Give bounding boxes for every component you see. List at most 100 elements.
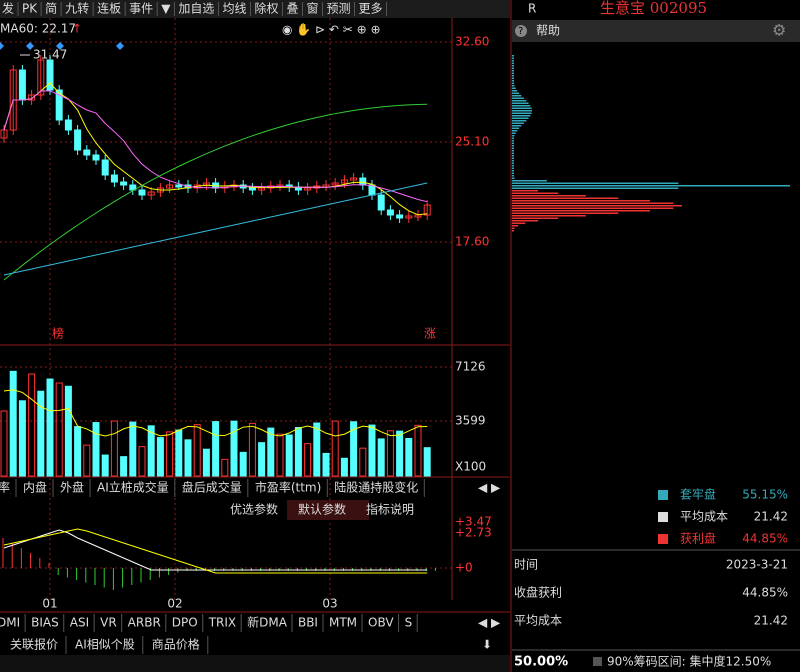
indicator-tab[interactable]: VR	[100, 616, 117, 630]
toolbar-button[interactable]: 事件	[129, 2, 153, 16]
volume-bar	[101, 454, 109, 477]
chip-bar	[512, 72, 514, 74]
bottom-tab[interactable]: AI相似个股	[75, 638, 135, 652]
toolbar-button[interactable]: 连板	[97, 1, 121, 16]
candle	[138, 189, 146, 196]
indicator-tab[interactable]: OBV	[368, 616, 394, 630]
toolbar-button[interactable]: 除权	[254, 1, 278, 16]
chip-bar	[512, 162, 514, 164]
volume-bar	[368, 424, 376, 477]
info-label: 平均成本	[514, 614, 562, 628]
volume-bar	[129, 421, 137, 477]
panel-r: R	[528, 2, 536, 16]
toolbar-button[interactable]: 预测	[327, 2, 351, 16]
chip-bar	[512, 95, 522, 97]
tab[interactable]: 内盘	[23, 480, 47, 495]
indicator-tab[interactable]: DPO	[172, 616, 198, 630]
indicator-tab[interactable]: MTM	[329, 616, 357, 630]
chip-bar	[512, 110, 532, 112]
help[interactable]: 帮助	[536, 24, 560, 38]
chip-bar	[512, 135, 515, 137]
chip-bar	[512, 102, 529, 104]
indicator-tab[interactable]: BBI	[298, 616, 318, 630]
bottom-tab[interactable]: 关联报价	[10, 637, 58, 652]
chip-bar	[512, 132, 516, 134]
range: 90%筹码区间: 集中度12.50%	[607, 654, 771, 669]
toolbar-button[interactable]: 发	[2, 1, 14, 16]
chip-bar	[512, 172, 514, 174]
legend-swatch	[658, 490, 668, 500]
toolbar-button[interactable]: 更多	[359, 2, 383, 16]
volume-label: X100	[455, 460, 486, 474]
tab[interactable]: 率	[0, 480, 10, 495]
toolbar-button[interactable]: 加自选	[178, 2, 214, 16]
tab[interactable]: 盘后成交量	[182, 480, 242, 495]
candle	[101, 159, 109, 176]
candle	[37, 59, 45, 96]
toolbar-button[interactable]: 窗	[306, 2, 318, 16]
candle	[396, 214, 404, 219]
scroll[interactable]: ◀ ▶	[478, 616, 501, 630]
chip-bar	[512, 190, 539, 192]
candle	[110, 174, 118, 183]
volume-bar	[184, 439, 192, 477]
indicator-tab[interactable]: BIAS	[31, 616, 59, 630]
volume-bar	[230, 420, 238, 477]
chip-bar	[512, 155, 514, 157]
ma-line	[3, 528, 428, 574]
chip-bar	[512, 65, 514, 67]
info-label: 收盘获利	[514, 585, 562, 600]
chip-bar	[512, 180, 547, 182]
chip-bar	[512, 192, 559, 194]
toolbar-button[interactable]: PK	[22, 2, 38, 16]
indicator-tab[interactable]: DMI	[0, 616, 20, 630]
candle	[175, 184, 183, 188]
tab[interactable]: 陆股通持股变化	[334, 480, 418, 495]
candle	[258, 187, 266, 191]
param-button[interactable]: 指标说明	[366, 502, 414, 517]
volume-bar	[258, 442, 266, 477]
toolbar-button[interactable]: ▼	[161, 2, 171, 16]
indicator-tab[interactable]: ASI	[70, 616, 89, 630]
icon[interactable]: ◉ ✋ ⊳ ↶ ✂ ⊕ ⊕	[282, 23, 381, 37]
indicator-tab[interactable]: ARBR	[128, 616, 161, 630]
tab[interactable]: 市盈率(ttm)	[255, 480, 321, 495]
indicator-tab[interactable]: S	[405, 616, 413, 630]
toolbar-button[interactable]: 九转	[65, 1, 89, 16]
chip-bar	[512, 70, 514, 72]
tab[interactable]: 外盘	[60, 480, 84, 495]
chip-bar	[512, 115, 531, 117]
toolbar-button[interactable]: 叠	[286, 2, 298, 16]
chip-bar	[512, 127, 520, 129]
chip-bar	[512, 62, 514, 64]
chip-bar	[512, 197, 619, 199]
candle	[0, 129, 8, 139]
volume-bar	[64, 385, 72, 477]
candle	[350, 177, 358, 181]
settings[interactable]: ⚙	[772, 21, 786, 40]
param-button[interactable]: 优选参数	[230, 502, 278, 517]
chip-bar	[512, 160, 514, 162]
param-button[interactable]: 默认参数	[298, 502, 346, 517]
volume-bar	[147, 425, 155, 477]
bottom-tab[interactable]: 商品价格	[152, 637, 200, 652]
indicator-tab[interactable]: 新DMA	[247, 615, 288, 630]
candle	[340, 179, 348, 184]
chip-bar	[512, 215, 586, 217]
macd-label: +0	[455, 561, 473, 575]
indicator-tab[interactable]: TRIX	[208, 616, 236, 630]
month-label: 01	[42, 597, 57, 611]
download[interactable]: ⬇	[482, 638, 492, 652]
toolbar-button[interactable]: 简	[45, 2, 57, 16]
chip-bar	[512, 165, 514, 167]
marker: 榜	[52, 326, 64, 341]
volume-bar	[350, 421, 358, 477]
toolbar-button[interactable]: 均线	[222, 2, 246, 16]
info-value: 21.42	[754, 614, 788, 628]
marker: 涨	[424, 326, 436, 341]
volume-bar	[294, 426, 302, 477]
scroll[interactable]: ◀ ▶	[478, 481, 501, 495]
tab[interactable]: AI立桩成交量	[97, 480, 169, 495]
chip-bar	[512, 60, 514, 62]
chip-bar	[512, 87, 516, 89]
